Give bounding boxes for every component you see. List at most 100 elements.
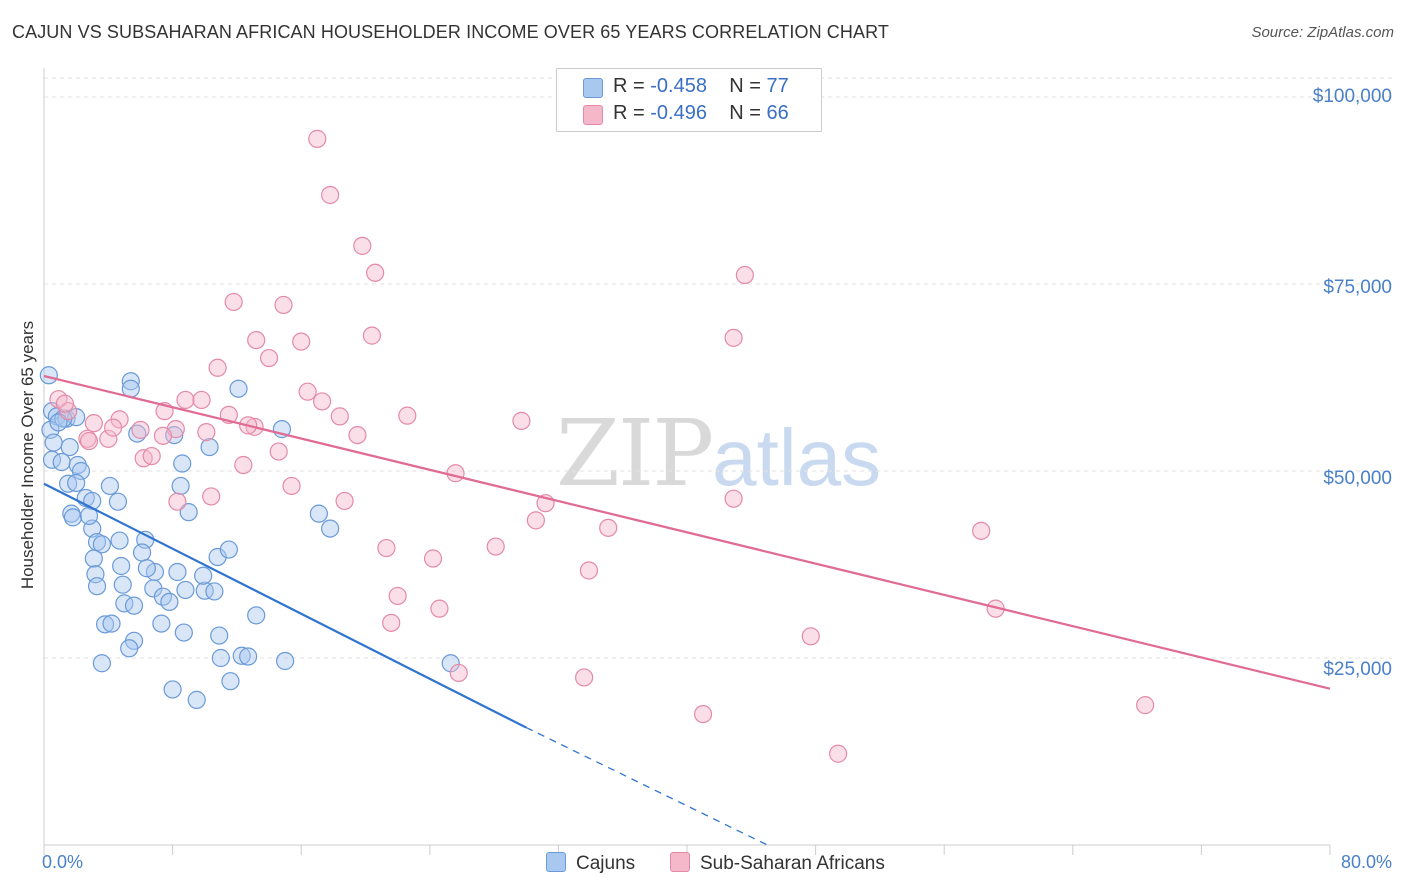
cajun-point — [92, 654, 111, 673]
cajun-point — [194, 566, 213, 585]
cajun-point — [67, 473, 86, 493]
subsaharan-point — [579, 561, 599, 580]
subsaharan-point — [430, 599, 449, 618]
subsaharan-point — [247, 331, 266, 350]
cajun-point — [112, 556, 131, 576]
subsaharan-point — [142, 446, 161, 466]
subsaharan-point — [362, 326, 382, 345]
cajun-point — [210, 626, 229, 645]
cajun-point — [200, 437, 219, 457]
cajun-point — [247, 606, 266, 625]
cajun-point — [137, 559, 156, 578]
subsaharan-point — [348, 425, 367, 445]
cajun-point — [124, 596, 144, 615]
subsaharan-point — [168, 492, 187, 511]
x-tick-label-max: 80.0% — [1340, 852, 1392, 872]
legend-r-label: R = — [613, 75, 651, 97]
subsaharan-point — [449, 663, 468, 683]
cajun-point — [229, 379, 248, 398]
subsaharan-point — [292, 332, 311, 351]
cajun-trend-line — [43, 482, 527, 729]
cajun-point — [71, 461, 91, 481]
subsaharan-point — [274, 295, 293, 315]
subsaharan-point — [99, 429, 118, 448]
cajun-point — [63, 508, 83, 527]
subsaharan-point — [153, 426, 173, 445]
subsaharan-point — [202, 487, 221, 506]
cajun-point — [92, 535, 111, 554]
cajun-point — [110, 531, 129, 550]
subsaharan-point — [724, 489, 743, 508]
y-tick-label-100000: $100,000 — [1312, 86, 1392, 107]
legend-swatch-subsaharan — [583, 105, 603, 125]
cajun-point — [120, 639, 139, 658]
subsaharan-point — [526, 511, 545, 530]
cajun-point — [100, 476, 120, 496]
cajun-point — [152, 614, 171, 633]
subsaharan-point — [446, 464, 465, 483]
cajun-point — [219, 540, 238, 559]
cajun-trend-line-extension — [525, 726, 768, 846]
subsaharan-point — [388, 586, 407, 606]
cajun-point — [173, 454, 192, 473]
subsaharan-point — [259, 348, 279, 368]
legend-n-label: N = — [729, 102, 767, 124]
subsaharan-point — [55, 394, 74, 413]
y-tick-label-25000: $25,000 — [1323, 659, 1392, 680]
chart-title: CAJUN VS SUBSAHARAN AFRICAN HOUSEHOLDER … — [12, 22, 889, 42]
cajun-point — [160, 592, 179, 612]
y-axis-label: Householder Income Over 65 years — [18, 320, 37, 590]
watermark: ZIPatlas — [556, 400, 881, 507]
cajun-point — [60, 437, 79, 457]
y-tick-label-75000: $75,000 — [1323, 277, 1392, 298]
cajun-point — [102, 614, 121, 633]
subsaharan-point — [599, 518, 618, 537]
cajun-point — [205, 582, 224, 601]
subsaharan-point — [724, 328, 743, 347]
cajun-point — [171, 476, 190, 496]
subsaharan-point — [321, 185, 340, 205]
x-tick-label-min: 0.0% — [42, 852, 84, 872]
y-tick-label-50000: $50,000 — [1323, 468, 1392, 489]
subsaharan-point — [377, 538, 396, 558]
subsaharan-point — [829, 744, 848, 763]
cajun-point — [211, 648, 230, 668]
legend-n-label: N = — [729, 75, 767, 97]
cajun-point — [176, 580, 195, 600]
subsaharan-point — [486, 537, 505, 556]
subsaharan-point — [269, 442, 288, 461]
cajun-point — [121, 372, 140, 391]
legend-swatch-cajuns — [583, 78, 603, 98]
cajun-point — [52, 452, 71, 472]
subsaharan-point — [308, 129, 327, 148]
cajun-point — [132, 543, 152, 562]
watermark-zip: ZIP — [556, 400, 714, 507]
bottom-legend-cajuns: Cajuns — [546, 852, 635, 875]
subsaharan-point — [192, 390, 211, 410]
subsaharan-point — [104, 418, 123, 437]
subsaharan-point — [1136, 696, 1155, 715]
cajun-point — [232, 646, 251, 665]
subsaharan-point — [84, 414, 103, 433]
subsaharan-point — [398, 406, 417, 425]
subsaharan-point — [312, 392, 332, 411]
bottom-legend-subsaharan: Sub-Saharan Africans — [670, 852, 885, 875]
bottom-legend-swatch-cajuns — [546, 852, 566, 872]
bottom-legend-label-cajuns: Cajuns — [576, 853, 636, 874]
cajun-point — [168, 562, 187, 582]
subsaharan-point — [79, 431, 99, 451]
subsaharan-point — [234, 455, 253, 475]
cajun-point — [174, 623, 193, 642]
cajun-point — [179, 503, 198, 522]
cajun-point — [309, 504, 328, 523]
subsaharan-point — [208, 358, 227, 377]
subsaharan-point — [298, 382, 317, 401]
subsaharan-point — [972, 521, 991, 540]
subsaharan-point — [575, 668, 594, 687]
cajun-point — [87, 577, 107, 596]
subsaharan-point — [801, 627, 820, 646]
cajun-point — [113, 575, 132, 594]
subsaharan-point — [330, 407, 349, 426]
cajun-point — [321, 519, 340, 538]
